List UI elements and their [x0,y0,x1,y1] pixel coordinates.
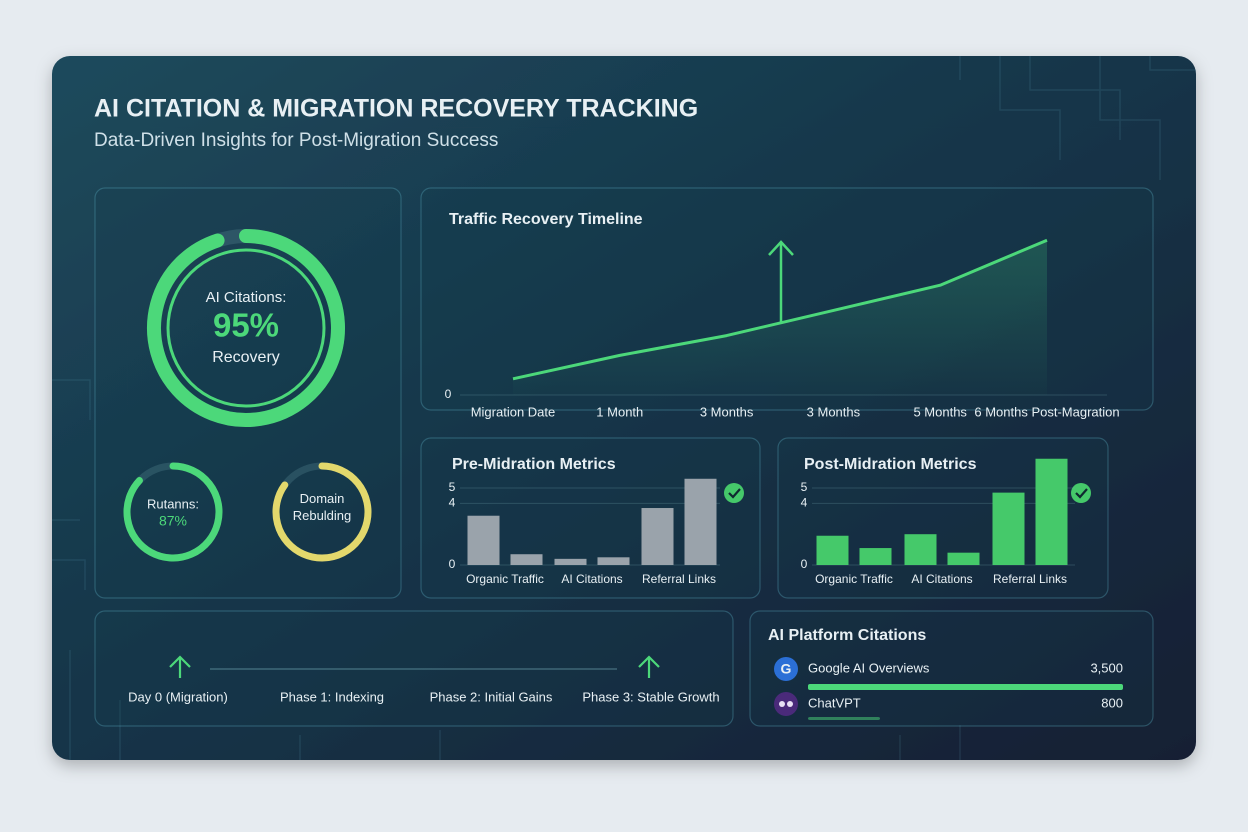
gauge-arc [272,462,372,562]
bar [808,684,1123,690]
y-tick-label: 0 [449,557,456,571]
y-tick-label: 5 [449,480,456,494]
bar [992,492,1025,565]
bar [947,552,980,565]
x-tick-label: 1 Month [596,404,643,419]
x-tick-label: Migration Date [471,404,556,419]
y-tick-label: 5 [801,480,808,494]
bar [684,478,717,565]
y-tick-label: 0 [445,387,452,401]
timeline-track [169,655,660,678]
check-icon [1071,483,1091,503]
x-tick-label: Referral Links [642,572,716,586]
panel [749,610,1154,727]
phase-label: Phase 1: Indexing [280,689,384,704]
row-label: ChatVPT [808,695,861,710]
gauge-value: 87% [159,513,187,529]
bar [510,554,543,565]
phase-label: Day 0 (Migration) [128,689,228,704]
row-label: Google AI Overviews [808,660,930,675]
bar [904,534,937,565]
bar [1035,458,1068,565]
card [52,56,1196,760]
check-icon [724,483,744,503]
x-tick-label: 3 Months [807,404,861,419]
svg-text:G: G [781,661,792,677]
panel-title: AI Platform Citations [768,627,926,644]
x-tick-label: 5 Months [913,404,967,419]
circuit-decor [52,56,1196,760]
x-tick-label: Referral Links [993,572,1067,586]
bar [554,558,587,565]
google-icon: G [774,657,798,681]
panel [420,437,761,599]
y-tick-label: 4 [801,496,808,510]
subtitle: Data-Driven Insights for Post-Migration … [94,130,498,151]
y-tick-label: 4 [449,496,456,510]
panel-title: Pre-Midration Metrics [452,456,616,473]
x-tick-label: AI Citations [561,572,622,586]
x-tick-label: 3 Months [700,404,754,419]
y-tick-label: 0 [801,557,808,571]
bar [597,557,630,565]
x-tick-label: 6 Months Post-Magration [974,404,1119,419]
line [512,238,1048,381]
gauge-title: AI Citations: [206,289,287,306]
gauge-arc [123,462,223,562]
gauge-inner-ring [166,248,326,408]
x-tick-label: AI Citations [911,572,972,586]
value-label: 3,500 [1090,660,1123,675]
x-tick-label: Organic Traffic [466,572,544,586]
arrow-annotation [768,240,794,322]
gauge-arc [147,229,345,427]
phase-label: Phase 2: Initial Gains [430,689,553,704]
x-tick-label: Organic Traffic [815,572,893,586]
panel-title: Post-Midration Metrics [804,456,977,473]
value-label: 800 [1101,695,1123,710]
bar [816,535,849,565]
gauge-title: Domain Rebulding [292,491,352,523]
bar [859,548,892,565]
gauge-title-box: Domain Rebulding [292,491,352,523]
phase-label: Phase 3: Stable Growth [582,689,719,704]
chatgpt-icon [774,692,798,716]
title: AI CITATION & MIGRATION RECOVERY TRACKIN… [94,95,698,123]
area [513,240,1047,395]
bar [808,717,880,720]
bar [641,508,674,565]
gauge-value: 95% [213,307,279,344]
gauge-subtitle: Recovery [212,349,280,366]
bar [467,515,500,565]
gauge-title: Rutanns: [147,496,199,511]
panel-title: Traffic Recovery Timeline [449,211,643,228]
